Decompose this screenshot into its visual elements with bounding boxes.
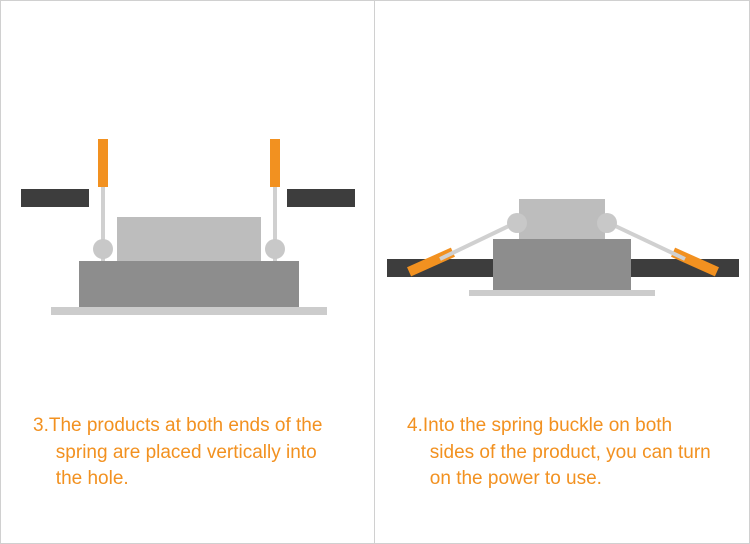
- step-3-diagram: [1, 1, 374, 401]
- product-bottom: [79, 261, 299, 307]
- step-4-diagram: [375, 1, 749, 401]
- ceiling-right: [287, 189, 355, 207]
- base-plate: [51, 307, 327, 315]
- step-4-panel: 4.Into the spring buckle on both sides o…: [375, 0, 750, 544]
- product-bottom: [493, 239, 631, 290]
- spring-left-tip: [98, 139, 108, 187]
- pivot-ball-left: [507, 213, 527, 233]
- pivot-ball-left: [93, 239, 113, 259]
- base-plate: [469, 290, 655, 296]
- pivot-ball-right: [265, 239, 285, 259]
- step-4-caption: 4.Into the spring buckle on both sides o…: [407, 413, 717, 493]
- step-3-panel: 3.The products at both ends of the sprin…: [0, 0, 375, 544]
- product-top: [519, 199, 605, 239]
- product-top: [117, 217, 261, 261]
- ceiling-left: [21, 189, 89, 207]
- step-3-caption: 3.The products at both ends of the sprin…: [33, 413, 342, 493]
- spring-right-tip: [270, 139, 280, 187]
- pivot-ball-right: [597, 213, 617, 233]
